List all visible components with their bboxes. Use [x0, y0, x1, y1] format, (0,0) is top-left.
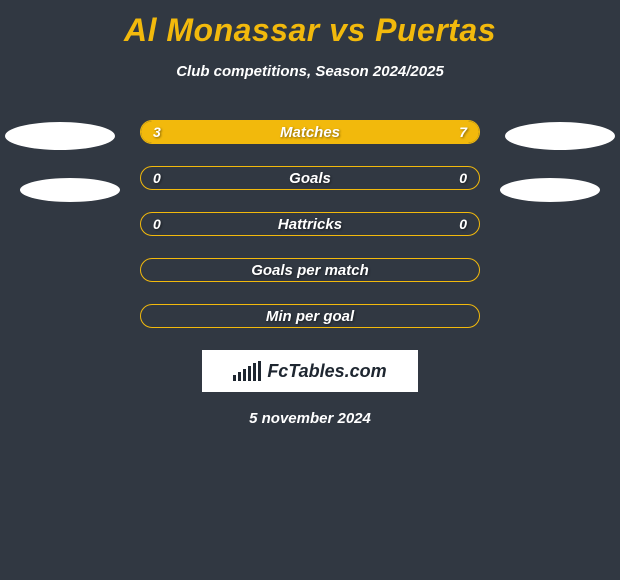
- stat-row: Goals per match: [140, 258, 480, 282]
- watermark-bars-icon: [233, 361, 261, 381]
- stat-right-value: 0: [459, 216, 467, 232]
- footer-date: 5 november 2024: [0, 410, 620, 427]
- page-subtitle: Club competitions, Season 2024/2025: [0, 63, 620, 80]
- stat-left-value: 0: [153, 216, 161, 232]
- left-logo-placeholder-1: [5, 122, 115, 150]
- stats-container: 3 Matches 7 0 Goals 0 0 Hattricks 0 Goals per mat…: [0, 120, 620, 328]
- stat-label: Goals: [289, 170, 331, 187]
- stat-row: Min per goal: [140, 304, 480, 328]
- watermark-bar: [248, 366, 251, 381]
- watermark: FcTables.com: [202, 350, 418, 392]
- stat-label: Min per goal: [266, 308, 354, 325]
- stat-row: 0 Hattricks 0: [140, 212, 480, 236]
- watermark-bar: [258, 361, 261, 381]
- watermark-bar: [238, 372, 241, 381]
- stat-right-value: 0: [459, 170, 467, 186]
- stat-label: Matches: [280, 124, 340, 141]
- page-title: Al Monassar vs Puertas: [0, 0, 620, 49]
- stat-row: 3 Matches 7: [140, 120, 480, 144]
- right-logo-placeholder-2: [500, 178, 600, 202]
- right-logo-placeholder-1: [505, 122, 615, 150]
- left-logo-placeholder-2: [20, 178, 120, 202]
- stat-fill-right: [236, 121, 479, 143]
- stat-left-value: 3: [153, 124, 161, 140]
- stat-label: Hattricks: [278, 216, 342, 233]
- stat-right-value: 7: [459, 124, 467, 140]
- watermark-bar: [243, 369, 246, 381]
- watermark-text: FcTables.com: [267, 361, 386, 382]
- stat-row: 0 Goals 0: [140, 166, 480, 190]
- watermark-bar: [253, 363, 256, 381]
- watermark-bar: [233, 375, 236, 381]
- stat-left-value: 0: [153, 170, 161, 186]
- stat-label: Goals per match: [251, 262, 369, 279]
